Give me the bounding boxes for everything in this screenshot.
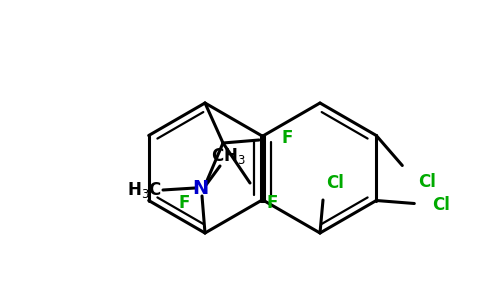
Text: CH$_3$: CH$_3$: [211, 146, 245, 166]
Text: H$_3$C: H$_3$C: [127, 180, 163, 200]
Text: F: F: [266, 194, 278, 212]
Text: Cl: Cl: [326, 174, 344, 192]
Text: N: N: [192, 178, 208, 197]
Text: Cl: Cl: [432, 196, 450, 214]
Text: F: F: [178, 194, 190, 212]
Text: Cl: Cl: [418, 173, 436, 191]
Text: F: F: [281, 129, 293, 147]
